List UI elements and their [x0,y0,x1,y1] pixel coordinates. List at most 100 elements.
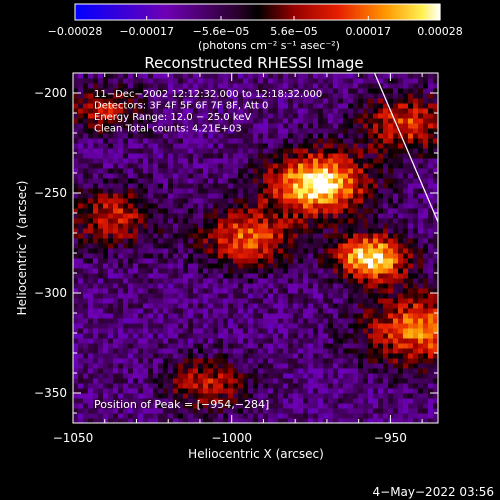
heatmap-cell [218,103,224,109]
heatmap-cell [113,363,119,369]
heatmap-cell [213,213,219,219]
heatmap-cell [213,253,219,259]
heatmap-cell [353,163,359,169]
heatmap-cell [198,338,204,344]
heatmap-cell [368,143,374,149]
heatmap-cell [193,93,199,99]
heatmap-cell [168,233,174,239]
heatmap-cell [418,353,424,359]
colorbar-segment [412,4,416,20]
heatmap-cell [323,398,329,404]
heatmap-cell [83,328,89,334]
heatmap-cell [103,173,109,179]
heatmap-cell [418,108,424,114]
heatmap-cell [358,153,364,159]
heatmap-cell [138,418,144,423]
heatmap-cell [303,143,309,149]
heatmap-cell [73,303,79,309]
heatmap-cell [303,353,309,359]
heatmap-cell [423,103,429,109]
heatmap-cell [433,173,438,179]
heatmap-cell [223,208,229,214]
heatmap-cell [108,413,114,419]
heatmap-cell [93,338,99,344]
heatmap-cell [108,183,114,189]
heatmap-cell [388,163,394,169]
heatmap-cell [233,413,239,419]
heatmap-cell [163,288,169,294]
heatmap-cell [328,368,334,374]
heatmap-cell [428,353,434,359]
heatmap-cell [378,193,384,199]
colorbar-segment [410,4,414,20]
heatmap-cell [293,183,299,189]
heatmap-cell [333,388,339,394]
heatmap-cell [243,318,249,324]
heatmap-cell [283,103,289,109]
heatmap-cell [158,138,164,144]
heatmap-cell [148,138,154,144]
colorbar-segment [340,4,344,20]
heatmap-cell [353,338,359,344]
heatmap-cell [398,418,404,423]
heatmap-cell [208,323,214,329]
heatmap-cell [158,243,164,249]
heatmap-cell [213,208,219,214]
heatmap-cell [358,113,364,119]
heatmap-cell [333,318,339,324]
heatmap-cell [418,303,424,309]
heatmap-cell [408,258,414,264]
heatmap-cell [298,283,304,289]
heatmap-cell [268,198,274,204]
heatmap-cell [213,123,219,129]
colorbar-segment [300,4,304,20]
colorbar-segment [285,4,289,20]
heatmap-cell [228,393,234,399]
heatmap-cell [243,343,249,349]
heatmap-cell [363,123,369,129]
heatmap-cell [263,233,269,239]
heatmap-cell [238,148,244,154]
heatmap-cell [268,258,274,264]
heatmap-cell [103,108,109,114]
heatmap-cell [283,118,289,124]
heatmap-cell [293,193,299,199]
heatmap-cell [218,158,224,164]
heatmap-cell [383,153,389,159]
colorbar-segment [392,4,396,20]
heatmap-cell [148,178,154,184]
heatmap-cell [163,103,169,109]
heatmap-cell [328,278,334,284]
heatmap-cell [193,383,199,389]
heatmap-cell [98,118,104,124]
heatmap-cell [293,168,299,174]
colorbar-segment [200,4,204,20]
heatmap-cell [408,318,414,324]
heatmap-cell [183,218,189,224]
heatmap-cell [278,303,284,309]
heatmap-cell [208,138,214,144]
heatmap-cell [433,143,438,149]
heatmap-cell [133,178,139,184]
heatmap-cell [248,288,254,294]
heatmap-cell [208,288,214,294]
heatmap-cell [353,398,359,404]
heatmap-cell [238,138,244,144]
heatmap-cell [233,318,239,324]
heatmap-cell [288,363,294,369]
heatmap-cell [153,293,159,299]
heatmap-cell [333,263,339,269]
heatmap-cell [203,343,209,349]
heatmap-cell [268,358,274,364]
heatmap-cell [193,268,199,274]
heatmap-cell [263,248,269,254]
heatmap-cell [388,373,394,379]
heatmap-cell [213,373,219,379]
heatmap-cell [138,128,144,134]
heatmap-cell [338,363,344,369]
heatmap-cell [183,213,189,219]
heatmap-cell [328,263,334,269]
heatmap-cell [98,328,104,334]
heatmap-cell [243,333,249,339]
heatmap-cell [368,238,374,244]
